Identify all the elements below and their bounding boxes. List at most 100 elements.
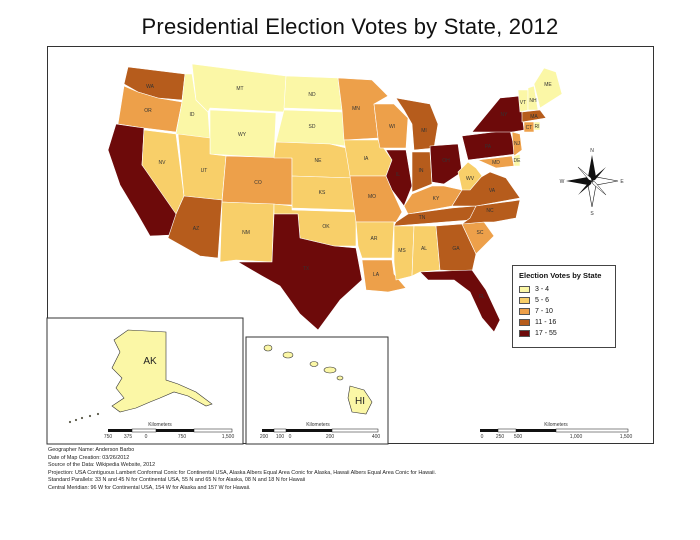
state-MI[interactable] [395,97,439,151]
state-label: WY [238,132,247,138]
alaska-scalebar: Kilometers 750 375 0 750 1,500 [104,422,235,440]
state-label: NV [159,160,167,166]
meta-line: Source of the Data: Wikipedia Website, 2… [48,462,156,469]
state-NM[interactable] [219,201,275,263]
state-WV[interactable] [457,161,483,191]
state-label: IL [396,172,400,178]
legend-swatch [519,308,530,315]
state-MA[interactable] [521,109,547,123]
state-label: AL [421,246,427,252]
state-AL[interactable] [411,225,441,277]
state-label: MS [398,248,406,254]
legend-item: 5 - 6 [519,295,609,306]
state-label-group: WA OR ID MT WY NV UT CO AZ NM ND SD NE K… [144,82,552,300]
legend-label: 11 - 16 [535,319,557,326]
state-GA[interactable] [435,223,477,273]
alaska-label: AK [143,356,157,367]
state-label: UT [201,168,208,174]
state-label: MA [530,114,538,120]
map-metadata: Geographer Name: Anderson Barbo Date of … [48,447,688,493]
state-label: NJ [514,141,521,147]
state-label: WA [146,84,155,90]
legend-item: 17 - 55 [519,328,609,339]
scalebar-tick: 0 [289,434,292,440]
scalebar-tick: 100 [276,434,285,440]
state-ID[interactable] [175,73,211,141]
scalebar-tick: 200 [260,434,269,440]
legend-label: 5 - 6 [535,297,550,304]
scalebar-tick: 250 [496,434,505,440]
legend-item: 11 - 16 [519,317,609,328]
state-SD[interactable] [275,109,347,147]
state-label: GA [452,246,460,252]
state-FL[interactable] [419,269,501,333]
meta-line: Central Meridian: 96 W for Continental U… [48,484,251,491]
state-RI[interactable] [533,121,541,131]
state-label: OR [144,108,152,114]
legend-swatch [519,319,530,326]
scalebar-tick: 0 [481,434,484,440]
state-label: MD [492,160,500,166]
state-label: ND [308,92,316,98]
state-OH[interactable] [429,143,463,185]
scalebar-tick: 500 [514,434,523,440]
scalebar-tick: 1,000 [570,434,583,440]
legend-label: 3 - 4 [535,286,550,293]
state-label: MN [352,106,360,112]
legend-item: 3 - 4 [519,284,609,295]
conus-scalebar: Kilometers 0 250 500 1,000 1,500 [480,422,632,440]
state-label: IN [419,168,424,174]
state-IL[interactable] [385,149,413,207]
compass-w-label: W [560,179,565,185]
legend-label: 7 - 10 [535,308,553,315]
scalebar-tick: 375 [124,434,133,440]
state-label: MT [236,86,243,92]
state-CT[interactable] [523,121,535,133]
state-label: NC [486,208,494,214]
compass-s-label: S [590,211,594,217]
alaska-shape [68,329,213,424]
state-IN[interactable] [411,151,433,193]
state-MS[interactable] [393,225,415,281]
state-label: MI [421,128,427,134]
state-label: TX [303,266,310,272]
legend-swatch [519,286,530,293]
state-label: VT [520,100,526,106]
state-ME[interactable] [533,67,563,109]
state-KY[interactable] [403,185,463,215]
state-label: FL [479,294,485,300]
state-label: PA [485,144,492,150]
scalebar-tick: 1,500 [222,434,235,440]
state-label: OH [442,158,450,164]
meta-line: Standard Parallels: 33 N and 45 N for Co… [48,477,306,484]
state-label: IA [364,156,369,162]
state-NJ[interactable] [511,131,523,157]
hawaii-label: HI [355,396,365,407]
alaska-scalebar-title: Kilometers [148,422,172,428]
state-WI[interactable] [373,103,409,149]
compass-n-label: N [590,148,594,154]
scalebar-tick: 200 [326,434,335,440]
state-label: CO [254,180,262,186]
state-AR[interactable] [355,221,395,259]
state-label: NY [501,112,509,118]
state-label: VA [489,188,496,194]
state-TX[interactable] [237,213,363,331]
meta-line: Geographer Name: Anderson Barbo [48,447,135,453]
compass-rose-icon: N S E W [560,148,625,217]
state-label: NE [315,158,323,164]
scalebar-tick: 400 [372,434,381,440]
state-label: WI [389,124,395,130]
state-DE[interactable] [513,153,521,167]
state-label: AZ [193,226,199,232]
state-label: OK [322,224,330,230]
state-label: NM [242,230,250,236]
state-AZ[interactable] [167,195,223,259]
legend: Election Votes by State 3 - 4 5 - 6 7 - … [512,265,616,348]
meta-line: Projection: USA Contiguous Lambert Confo… [48,469,437,476]
state-NY[interactable] [471,95,525,133]
meta-line: Date of Map Creation: 03/26/2012 [48,454,130,461]
legend-item: 7 - 10 [519,306,609,317]
state-LA[interactable] [361,259,407,293]
